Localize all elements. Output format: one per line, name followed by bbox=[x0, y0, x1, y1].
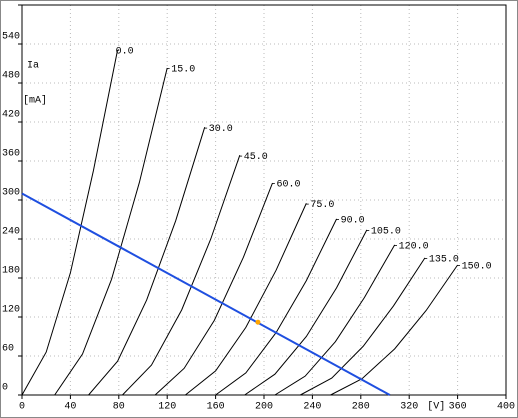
y-tick-label: 120 bbox=[2, 305, 20, 316]
y-tick-label: 240 bbox=[2, 227, 20, 238]
y-tick-label: 540 bbox=[2, 32, 20, 43]
y-axis-unit: [mA] bbox=[23, 95, 47, 107]
x-tick-label: 360 bbox=[449, 402, 467, 413]
y-tick-label: 180 bbox=[2, 266, 20, 277]
curve-label: -45.0 bbox=[238, 152, 268, 163]
curve-label: -105.0 bbox=[365, 227, 401, 238]
x-tick-label: 40 bbox=[64, 402, 76, 413]
load-line bbox=[21, 192, 391, 396]
x-tick-label: 200 bbox=[255, 402, 273, 413]
curve-label: -30.0 bbox=[203, 124, 233, 135]
operating-point bbox=[255, 319, 261, 325]
x-tick-label: 80 bbox=[113, 402, 125, 413]
curve bbox=[122, 154, 241, 396]
x-tick-label: 280 bbox=[352, 402, 370, 413]
curve bbox=[300, 257, 426, 396]
y-tick-label: 360 bbox=[2, 149, 20, 160]
curve bbox=[154, 182, 273, 396]
x-axis-unit: [V] bbox=[427, 401, 445, 413]
y-tick-label: 60 bbox=[2, 344, 14, 355]
curve bbox=[185, 203, 307, 396]
x-tick-label: 0 bbox=[19, 402, 25, 413]
y-tick-label: 420 bbox=[2, 110, 20, 121]
curve-label: -150.0 bbox=[456, 262, 492, 273]
y-tick-label: 600 bbox=[2, 0, 20, 4]
x-tick-label: 240 bbox=[303, 402, 321, 413]
curve bbox=[330, 264, 459, 396]
y-axis-label: Ia bbox=[27, 61, 39, 72]
x-tick-label: 400 bbox=[497, 402, 515, 413]
y-tick-label: 480 bbox=[2, 71, 20, 82]
curve bbox=[54, 67, 168, 396]
plot-border bbox=[21, 4, 507, 396]
curve-label: -60.0 bbox=[270, 180, 300, 191]
curve-label: -135.0 bbox=[423, 254, 459, 265]
curve-label: -120.0 bbox=[393, 241, 429, 252]
curve bbox=[274, 244, 396, 396]
x-tick-label: 160 bbox=[207, 402, 225, 413]
curve-label: -90.0 bbox=[335, 215, 365, 226]
curve bbox=[21, 49, 119, 396]
curve-label: -15.0 bbox=[165, 65, 195, 76]
curve bbox=[88, 127, 206, 396]
x-tick-label: 320 bbox=[400, 402, 418, 413]
curve-label: 0.0 bbox=[116, 46, 134, 57]
curve-label: -75.0 bbox=[304, 200, 334, 211]
curve bbox=[244, 229, 368, 396]
x-tick-label: 120 bbox=[158, 402, 176, 413]
y-tick-label: 300 bbox=[2, 188, 20, 199]
y-tick-label: 0 bbox=[2, 383, 8, 394]
